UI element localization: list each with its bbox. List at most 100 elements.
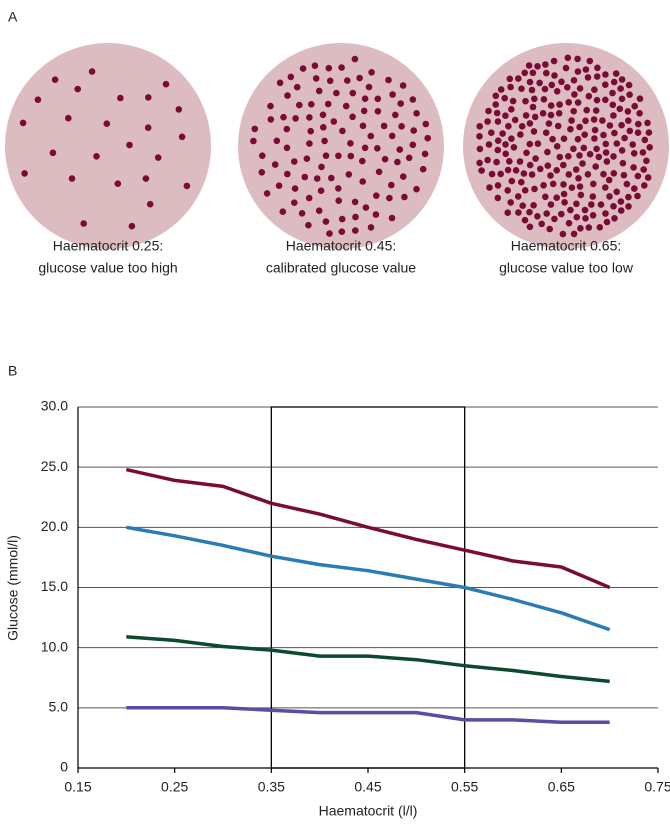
red-cell [145, 94, 152, 101]
red-cell [299, 210, 306, 217]
red-cell [629, 141, 636, 148]
red-cell [558, 211, 565, 218]
red-cell [368, 224, 375, 231]
red-cell [610, 203, 617, 210]
red-cell [115, 180, 122, 187]
red-cell [368, 69, 375, 76]
red-cell [284, 92, 291, 99]
red-cell [80, 220, 87, 227]
red-cell [610, 102, 617, 109]
red-cell [617, 106, 624, 113]
red-cell [531, 186, 538, 193]
figure: A B Haematocrit (l/l) Glucose (mmol/l) H… [0, 0, 670, 824]
red-cell [606, 193, 613, 200]
red-cell [635, 173, 642, 180]
red-cell [272, 161, 279, 168]
red-cell [543, 70, 550, 77]
red-cell [268, 116, 275, 123]
red-cell [362, 95, 369, 102]
red-cell [318, 187, 325, 194]
red-cell [362, 145, 369, 152]
red-cell [631, 185, 638, 192]
red-cell [316, 88, 323, 95]
red-cell [573, 166, 580, 173]
red-cell [579, 160, 586, 167]
red-cell [529, 171, 536, 178]
red-cell [583, 66, 590, 73]
red-cell [543, 129, 550, 136]
red-cell [571, 231, 578, 238]
red-cell [21, 170, 28, 177]
red-cell [532, 155, 539, 162]
red-cell [277, 80, 284, 87]
series-line [126, 708, 609, 723]
red-cell [352, 56, 359, 63]
red-cell [507, 76, 514, 83]
red-cell [610, 153, 617, 160]
red-cell [361, 108, 368, 115]
red-cell [515, 209, 522, 216]
red-cell [348, 153, 355, 160]
red-cell [541, 96, 548, 103]
red-cell [585, 74, 592, 81]
red-cell [565, 99, 572, 106]
red-cell [617, 85, 624, 92]
red-cell [155, 154, 162, 161]
red-cell [304, 155, 311, 162]
red-cell [422, 151, 429, 158]
red-cell [548, 102, 555, 109]
red-cell [104, 120, 111, 127]
red-cell [575, 136, 582, 143]
red-cell [627, 128, 634, 135]
red-cell [328, 175, 335, 182]
red-cell [35, 96, 42, 103]
red-cell [424, 135, 431, 142]
red-cell [335, 197, 342, 204]
red-cell [374, 145, 381, 152]
red-cell [519, 202, 526, 209]
red-cell [495, 182, 502, 189]
blood-sample [463, 43, 669, 249]
red-cell [603, 149, 610, 156]
caption: Haematocrit 0.65: [511, 238, 622, 254]
red-cell [619, 96, 626, 103]
red-cell [583, 107, 590, 114]
red-cell [360, 123, 367, 130]
red-cell [280, 208, 287, 215]
red-cell [626, 82, 633, 89]
red-cell [400, 82, 407, 89]
red-cell [368, 133, 375, 140]
red-cell [535, 140, 542, 147]
red-cell [569, 184, 576, 191]
red-cell [602, 184, 609, 191]
red-cell [587, 58, 594, 65]
red-cell [20, 120, 27, 127]
panel-label: A [8, 9, 18, 25]
red-cell [352, 214, 359, 221]
red-cell [375, 96, 382, 103]
red-cell [548, 112, 555, 119]
x-tick-label: 0.35 [258, 779, 285, 795]
y-axis-label: Glucose (mmol/l) [5, 535, 21, 641]
red-cell [291, 199, 298, 206]
red-cell [576, 124, 583, 131]
red-cell [288, 74, 295, 81]
red-cell [566, 220, 573, 227]
red-cell [276, 182, 283, 189]
x-tick-label: 0.15 [64, 779, 91, 795]
red-cell [511, 144, 518, 151]
red-cell [508, 135, 515, 142]
red-cell [401, 194, 408, 201]
red-cell [250, 138, 257, 145]
red-cell [636, 110, 643, 117]
red-cell [308, 101, 315, 108]
red-cell [292, 115, 299, 122]
red-cell [600, 171, 607, 178]
red-cell [588, 201, 595, 208]
red-cell [563, 65, 570, 72]
red-cell [555, 123, 562, 130]
red-cell [611, 170, 618, 177]
red-cell [338, 64, 345, 71]
red-cell [410, 127, 417, 134]
red-cell [478, 167, 485, 174]
